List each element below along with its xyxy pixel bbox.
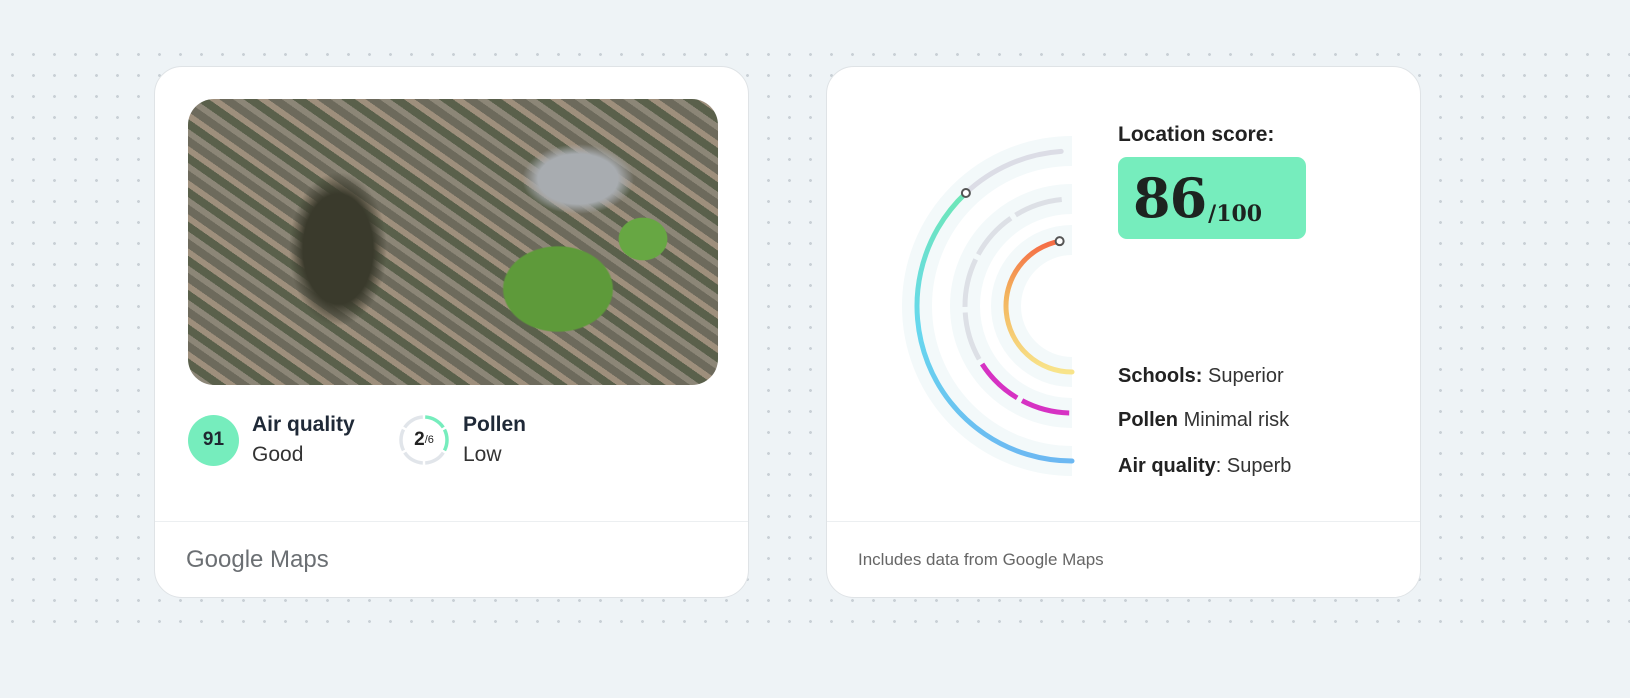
pollen-arc-segment	[1014, 197, 1063, 218]
air-quality-arc	[914, 190, 1075, 464]
pollen-key: Pollen	[1118, 409, 1179, 431]
schools-row: Schools: Superior	[1118, 365, 1284, 388]
card-footer: Google Maps	[155, 521, 748, 597]
pollen-arc-segment	[962, 312, 982, 361]
location-score-card: Location score: 86/100 Schools: Superior…	[826, 66, 1421, 598]
attribution-text: Includes data from Google Maps	[858, 550, 1104, 569]
pollen-arc-segment	[1020, 398, 1070, 416]
pollen-segment	[442, 428, 449, 452]
air-quality-status: Good	[252, 443, 304, 466]
air-quality-marker	[960, 188, 971, 199]
pollen-arc-segment	[979, 362, 1019, 401]
pollen-label: Pollen	[463, 413, 527, 436]
air-quality-sep: :	[1215, 455, 1222, 477]
score-arcs	[902, 136, 1075, 476]
pollen-row: Pollen Minimal risk	[1118, 409, 1289, 432]
air-quality-label: Air quality	[252, 413, 355, 436]
pollen-value: 2	[414, 429, 425, 450]
schools-value: Superior	[1208, 365, 1284, 387]
schools-arc	[1003, 238, 1075, 375]
air-quality-stat: 91 Air quality Good	[188, 413, 355, 467]
air-quality-key: Air quality	[1118, 455, 1216, 477]
pollen-max: /6	[424, 434, 434, 446]
location-score-badge: 86/100	[1118, 157, 1306, 239]
pollen-risk-value: Minimal risk	[1183, 409, 1290, 431]
pollen-ring: 2/6	[398, 414, 450, 466]
schools-marker	[1054, 236, 1065, 247]
air-quality-value: Superb	[1226, 455, 1292, 477]
schools-key: Schools:	[1118, 365, 1203, 387]
pollen-ring-gauge	[399, 415, 449, 465]
pollen-segment	[424, 415, 445, 429]
pollen-arc-segment	[962, 258, 978, 307]
pollen-segment	[399, 428, 406, 452]
pollen-segment	[403, 415, 424, 429]
pollen-status: Low	[463, 443, 502, 466]
score-max: /100	[1208, 201, 1263, 227]
satellite-map-image[interactable]	[188, 99, 718, 385]
pollen-arc-segment	[976, 216, 1013, 256]
location-score-title: Location score:	[1118, 123, 1275, 146]
air-quality-badge: 91	[188, 414, 239, 466]
pollen-segment	[403, 451, 424, 465]
environment-card: 91 Air quality Good 2/6 Pollen Low Googl…	[154, 66, 749, 598]
pollen-stat: 2/6 Pollen Low	[398, 413, 526, 467]
pollen-segment	[424, 451, 445, 465]
arc-track-background	[991, 225, 1073, 387]
score-value: 86	[1133, 166, 1207, 230]
air-quality-row: Air quality: Superb	[1118, 455, 1291, 478]
google-maps-logo: Google Maps	[186, 546, 329, 573]
card-footer: Includes data from Google Maps	[827, 521, 1420, 597]
air-quality-arc-track	[963, 148, 1064, 196]
